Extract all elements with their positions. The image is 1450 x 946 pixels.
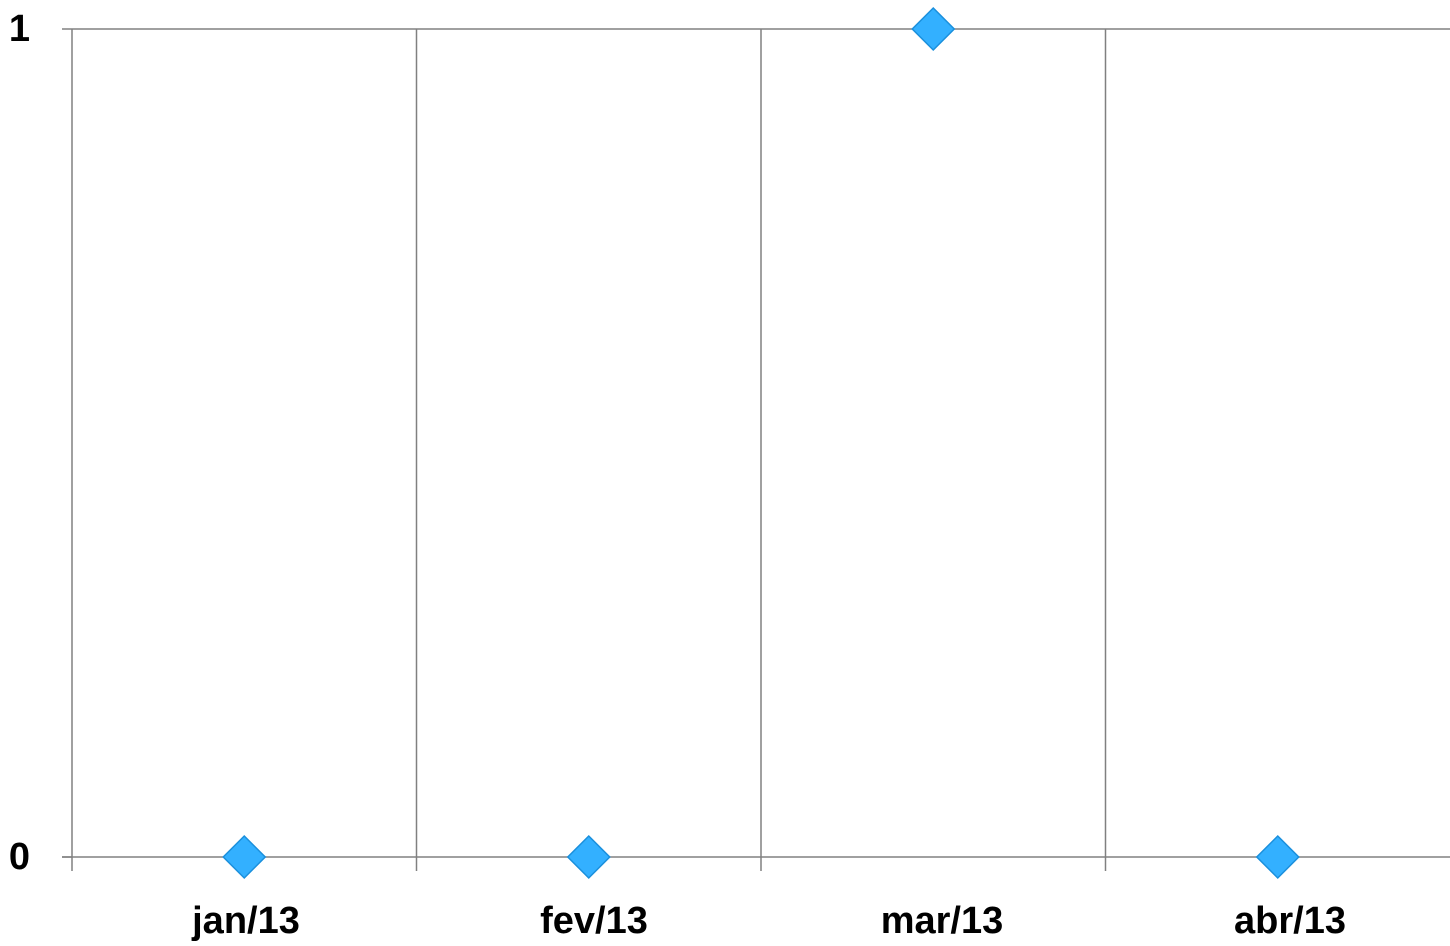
x-tick-label-mar: mar/13 — [881, 900, 1004, 942]
grid-lines — [62, 28, 1450, 857]
axes — [62, 29, 1450, 871]
y-tick-labels: 1 0 — [9, 8, 30, 878]
x-tick-labels: jan/13 fev/13 mar/13 abr/13 — [191, 900, 1346, 942]
data-markers — [222, 6, 1300, 880]
data-point-jan-13 — [222, 834, 267, 880]
x-tick-label-abr: abr/13 — [1234, 900, 1346, 942]
x-tick-label-fev: fev/13 — [540, 900, 648, 942]
data-point-mar-13 — [911, 6, 956, 52]
y-tick-label-1: 1 — [9, 8, 30, 50]
data-point-fev-13 — [566, 834, 611, 880]
data-point-abr-13 — [1255, 834, 1300, 880]
x-tick-label-jan: jan/13 — [191, 900, 300, 942]
y-tick-label-0: 0 — [9, 836, 30, 878]
